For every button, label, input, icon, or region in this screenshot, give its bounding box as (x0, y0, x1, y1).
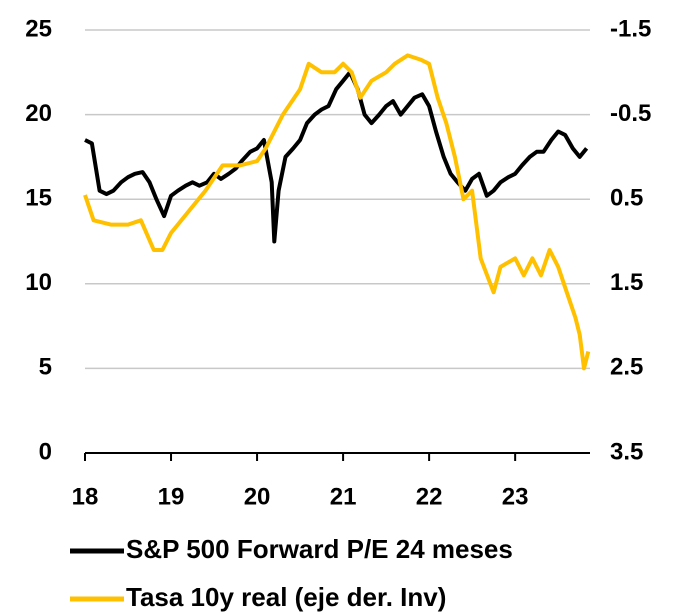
series-line (83, 53, 591, 371)
y-tick-label: 20 (25, 100, 52, 127)
x-tick-label: 23 (502, 483, 529, 510)
x-tick-label: 20 (244, 483, 271, 510)
y2-tick-label: 1.5 (610, 269, 643, 296)
y-tick-label: 25 (25, 15, 52, 42)
x-tick-label: 18 (72, 483, 99, 510)
x-tick-label: 21 (330, 483, 357, 510)
y2-tick-label: -0.5 (610, 100, 651, 127)
y-tick-label: 15 (25, 185, 52, 212)
series-line (84, 70, 589, 244)
x-tick-label: 19 (158, 483, 185, 510)
legend-label: S&P 500 Forward P/E 24 meses (126, 534, 513, 564)
y2-tick-label: -1.5 (610, 15, 651, 42)
y2-tick-label: 0.5 (610, 185, 643, 212)
y-tick-label: 10 (25, 269, 52, 296)
y-tick-label: 5 (39, 354, 52, 381)
y2-tick-label: 3.5 (610, 438, 643, 465)
y-tick-label: 0 (39, 438, 52, 465)
legend-label: Tasa 10y real (eje der. Inv) (126, 582, 446, 612)
y2-tick-label: 2.5 (610, 354, 643, 381)
x-tick-label: 22 (416, 483, 443, 510)
